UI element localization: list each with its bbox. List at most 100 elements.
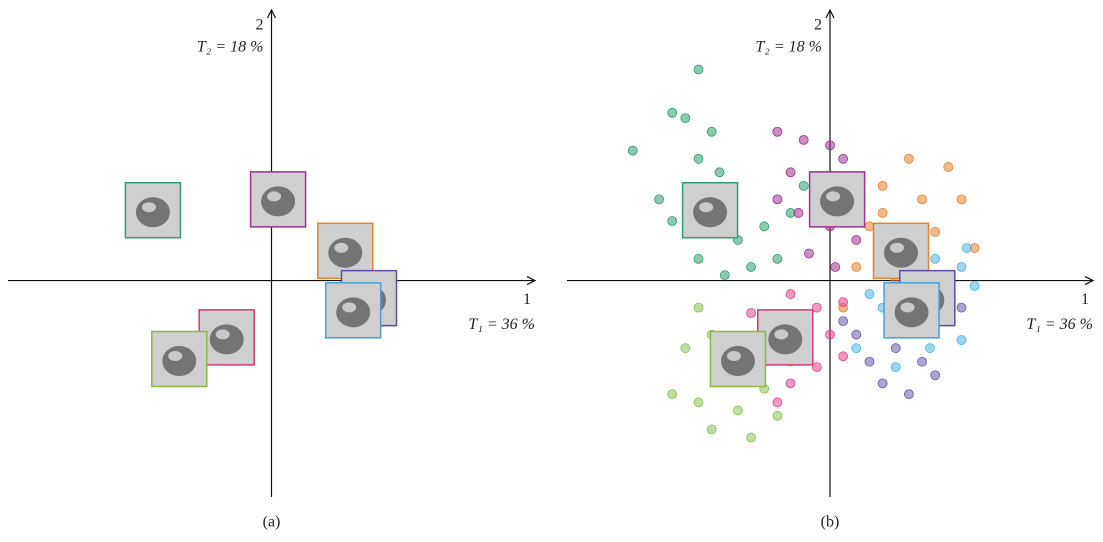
point bbox=[667, 107, 678, 118]
point bbox=[877, 208, 888, 218]
point bbox=[851, 329, 862, 340]
y-axis-label: 2 bbox=[814, 17, 822, 34]
y-axis-caption: T₂ = 18 % bbox=[197, 39, 264, 56]
thumbnail-frame bbox=[883, 282, 940, 339]
thumbnail-picture bbox=[693, 197, 728, 228]
point bbox=[772, 397, 783, 408]
point bbox=[785, 289, 796, 299]
point bbox=[693, 254, 704, 264]
x-axis-label: 1 bbox=[523, 291, 531, 308]
point bbox=[838, 316, 849, 327]
point bbox=[811, 302, 822, 313]
point bbox=[838, 297, 849, 308]
point bbox=[654, 194, 664, 205]
point bbox=[804, 248, 814, 259]
point bbox=[825, 329, 835, 340]
point bbox=[864, 221, 875, 232]
thumbnail-picture bbox=[336, 297, 371, 328]
point bbox=[930, 254, 941, 264]
point bbox=[793, 208, 804, 218]
thumbnail-highlight bbox=[267, 191, 282, 202]
point bbox=[746, 432, 756, 443]
thumbnail-picture bbox=[328, 237, 363, 268]
point bbox=[667, 389, 678, 400]
thumbnail-highlight bbox=[890, 242, 905, 253]
thumbnail-highlight bbox=[141, 202, 156, 213]
y-axis-label: 2 bbox=[256, 17, 264, 34]
point bbox=[693, 153, 704, 164]
thumbnail bbox=[681, 181, 739, 239]
thumbnail-highlight bbox=[774, 329, 789, 340]
panel-caption: (a) bbox=[263, 514, 281, 531]
point bbox=[956, 262, 967, 272]
point bbox=[693, 397, 704, 408]
thumbnail bbox=[198, 309, 255, 366]
thumbnail-highlight bbox=[699, 202, 714, 213]
point bbox=[706, 126, 717, 137]
point bbox=[956, 302, 967, 313]
y-axis-caption: T₂ = 18 % bbox=[755, 39, 822, 56]
point bbox=[785, 378, 796, 389]
point bbox=[746, 308, 756, 318]
point bbox=[943, 162, 954, 172]
thumbnail-picture bbox=[261, 186, 296, 217]
point bbox=[798, 180, 809, 191]
point bbox=[877, 378, 888, 389]
point bbox=[830, 262, 841, 272]
point bbox=[890, 362, 901, 373]
thumbnail-picture bbox=[820, 186, 855, 217]
thumbnail bbox=[808, 171, 866, 228]
thumbnail bbox=[709, 330, 767, 388]
point bbox=[693, 64, 704, 75]
point bbox=[825, 140, 835, 151]
point bbox=[917, 356, 927, 367]
point bbox=[714, 167, 725, 178]
thumbnail-highlight bbox=[342, 302, 357, 313]
point bbox=[930, 370, 941, 381]
point bbox=[864, 289, 875, 299]
point bbox=[759, 221, 770, 232]
point bbox=[772, 194, 783, 205]
point bbox=[693, 302, 704, 313]
thumbnail-picture bbox=[720, 346, 755, 377]
point bbox=[925, 343, 935, 354]
thumbnail-highlight bbox=[726, 351, 741, 362]
point bbox=[851, 343, 862, 354]
point bbox=[961, 243, 972, 253]
point bbox=[746, 262, 756, 272]
thumbnail-picture bbox=[884, 237, 919, 268]
thumbnail bbox=[757, 309, 814, 366]
point bbox=[719, 270, 730, 281]
point bbox=[785, 167, 796, 178]
point bbox=[969, 281, 980, 291]
panel-caption: (b) bbox=[821, 514, 840, 531]
thumbnail-picture bbox=[768, 324, 803, 355]
point bbox=[798, 134, 809, 145]
point bbox=[680, 343, 691, 354]
point bbox=[904, 389, 914, 400]
point bbox=[877, 180, 888, 191]
point bbox=[706, 424, 717, 435]
point bbox=[864, 356, 875, 367]
x-axis-caption: T₁ = 36 % bbox=[468, 316, 535, 333]
thumbnail-picture bbox=[894, 297, 929, 328]
thumbnail-highlight bbox=[900, 302, 915, 313]
thumbnail-highlight bbox=[334, 242, 349, 253]
point bbox=[772, 254, 783, 264]
thumbnail bbox=[249, 171, 307, 228]
point bbox=[772, 410, 783, 421]
thumbnail-picture bbox=[135, 197, 170, 228]
thumbnail-highlight bbox=[826, 191, 841, 202]
point bbox=[851, 262, 862, 272]
point bbox=[851, 235, 862, 245]
thumbnail bbox=[883, 282, 940, 339]
thumbnail-picture bbox=[209, 324, 244, 355]
point bbox=[838, 153, 849, 164]
point bbox=[930, 226, 941, 237]
x-axis-label: 1 bbox=[1081, 291, 1089, 308]
point bbox=[904, 153, 914, 164]
thumbnail-picture bbox=[162, 346, 197, 377]
point bbox=[680, 113, 691, 124]
